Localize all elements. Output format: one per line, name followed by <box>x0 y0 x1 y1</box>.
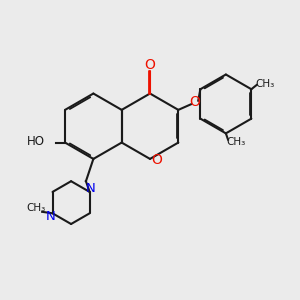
Text: O: O <box>145 58 155 72</box>
Text: N: N <box>86 182 96 195</box>
Text: N: N <box>46 210 56 224</box>
Text: CH₃: CH₃ <box>227 137 246 147</box>
Text: O: O <box>151 153 162 167</box>
Text: CH₃: CH₃ <box>255 79 274 88</box>
Text: CH₃: CH₃ <box>27 203 46 213</box>
Text: HO: HO <box>27 136 45 148</box>
Text: O: O <box>189 95 200 110</box>
